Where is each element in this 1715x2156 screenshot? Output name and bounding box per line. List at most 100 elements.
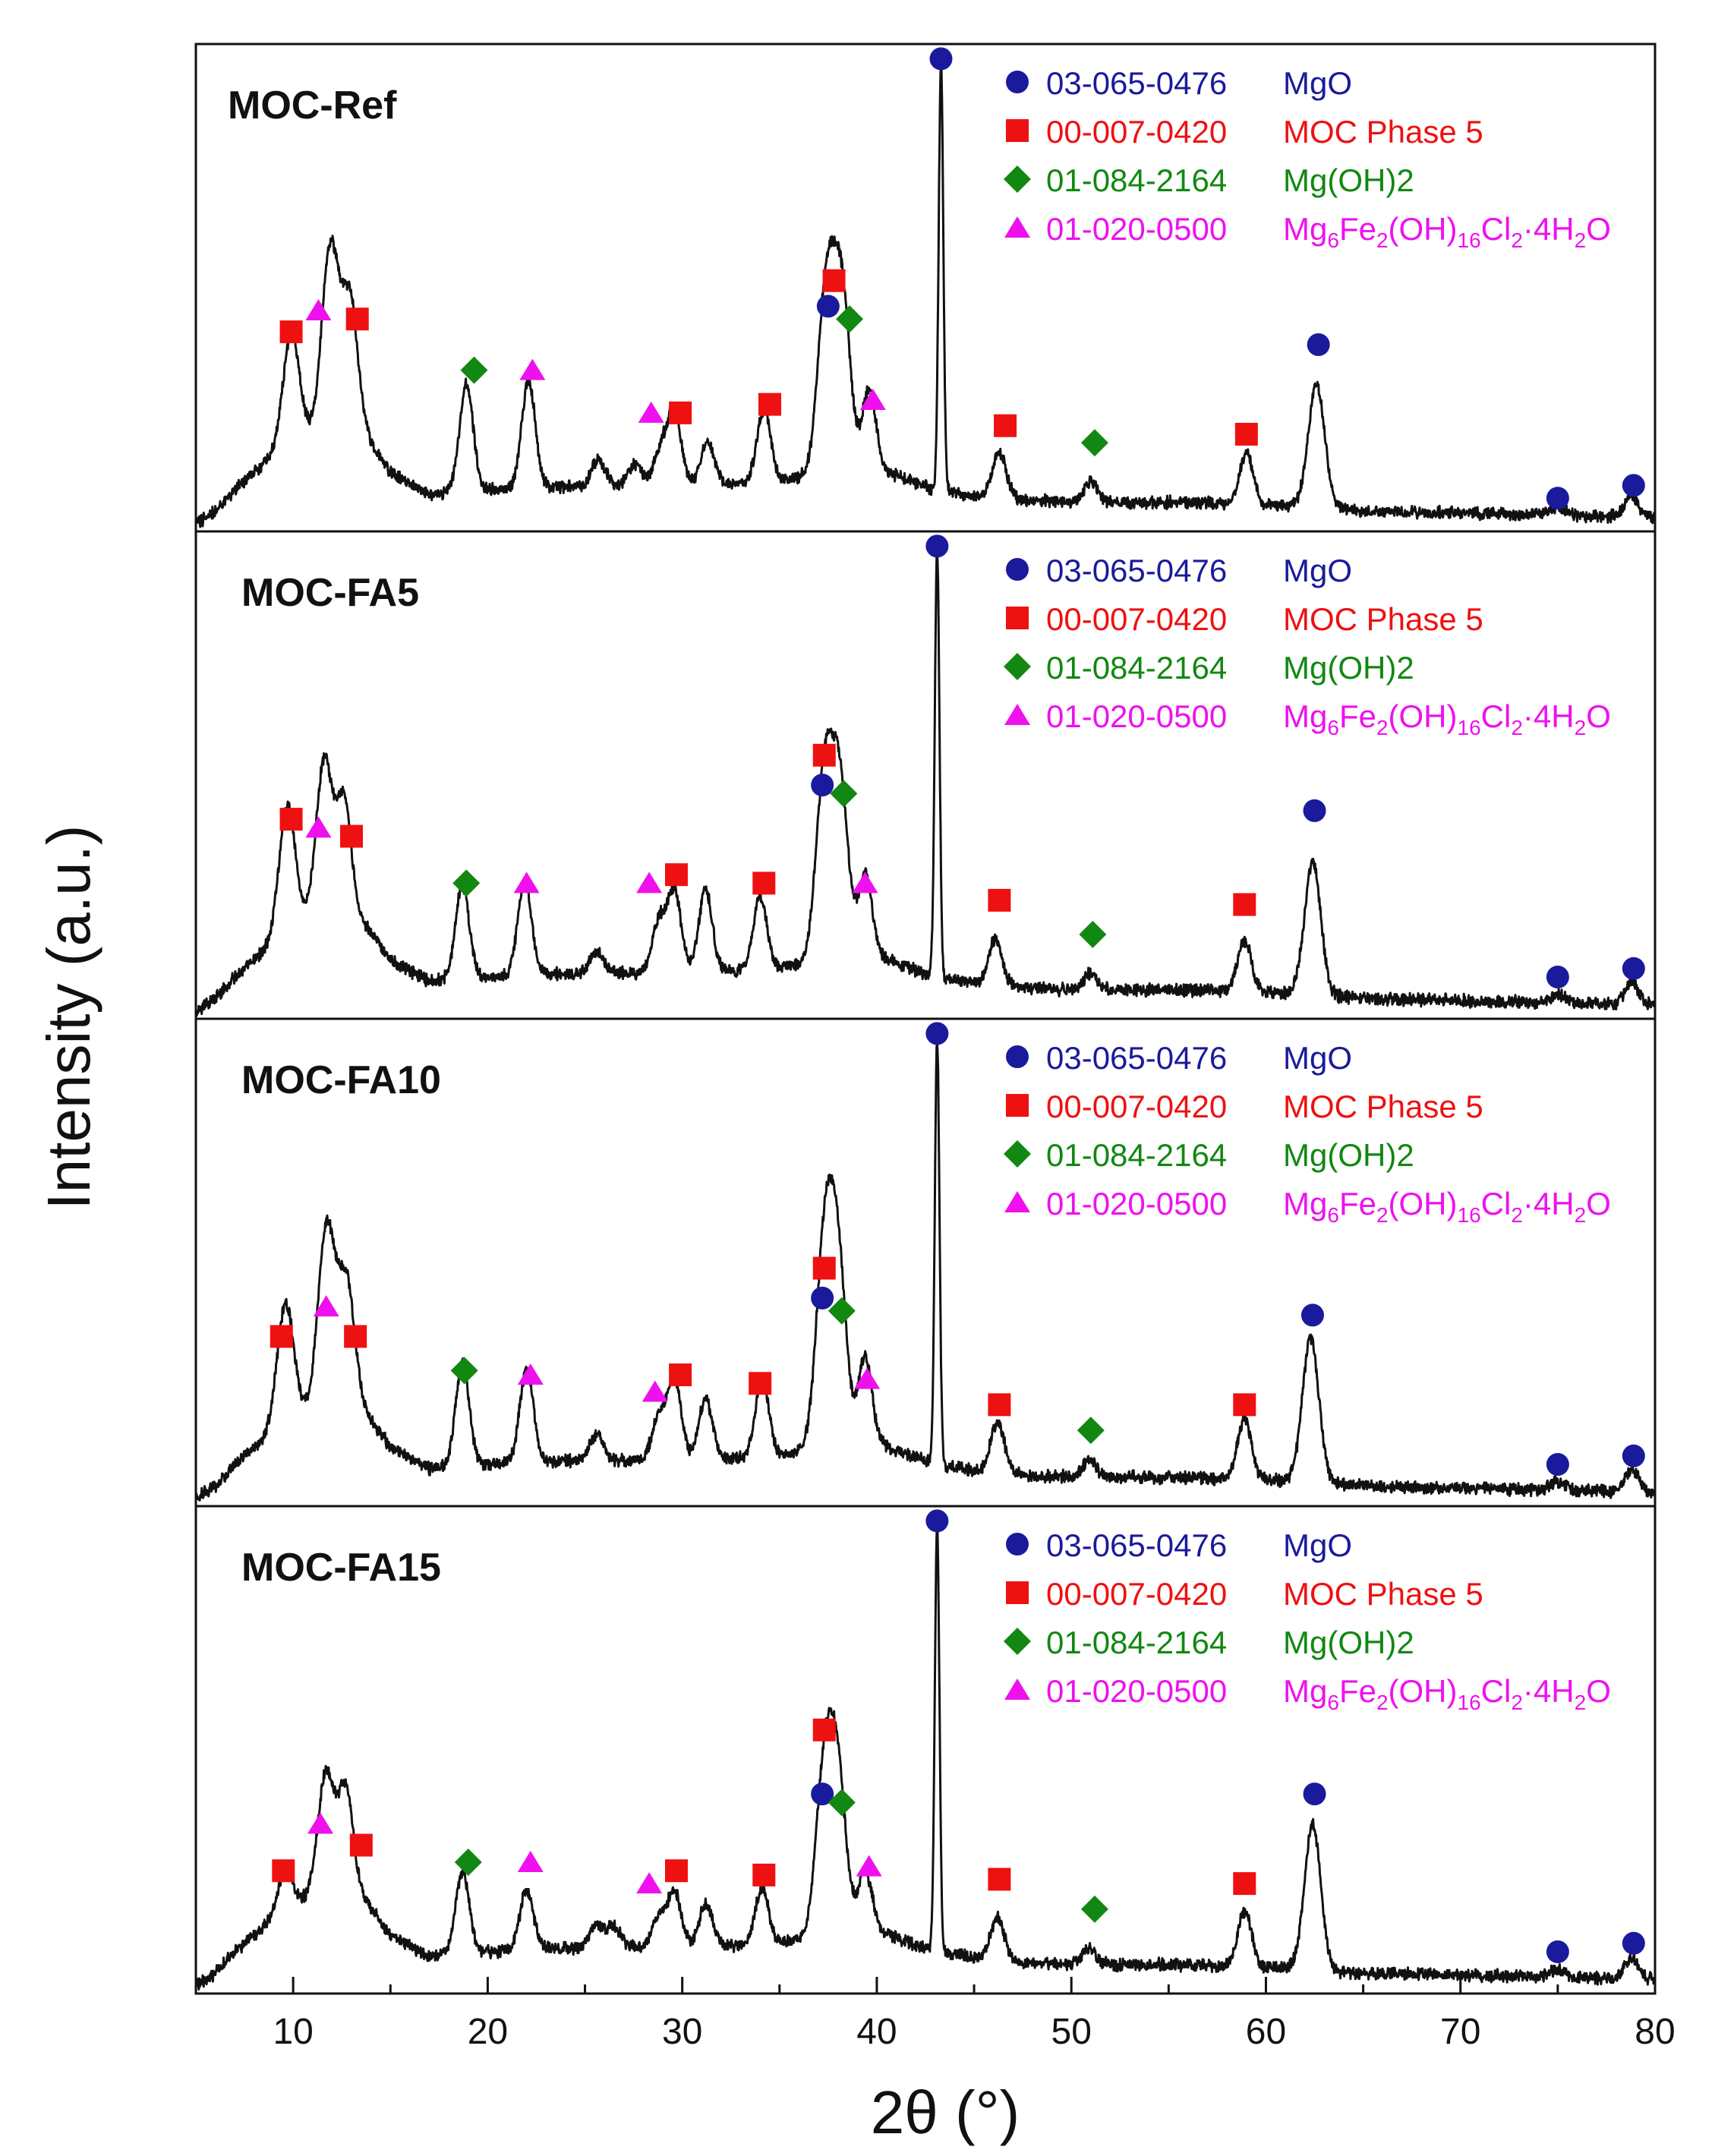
phase-marker-mgo — [1546, 1940, 1569, 1964]
phase-marker-p5 — [988, 1868, 1011, 1891]
formula-part: Fe — [1339, 1673, 1376, 1709]
legend-name: Mg6Fe2(OH)16Cl2·4H2O — [1283, 1673, 1611, 1714]
formula-part: Mg — [1283, 1673, 1327, 1709]
legend-marker-mh — [1004, 653, 1031, 680]
phase-marker-mh — [454, 1849, 482, 1877]
legend-name: Mg(OH)2 — [1283, 650, 1414, 686]
formula-part: Mg — [1283, 698, 1327, 734]
phase-marker-p5 — [1234, 422, 1258, 446]
formula-part: O — [1586, 698, 1611, 734]
y-axis-title: Intensity (a.u.) — [35, 825, 102, 1210]
legend-name: MOC Phase 5 — [1283, 114, 1483, 150]
phase-marker-p5 — [664, 863, 688, 887]
legend-name: Mg6Fe2(OH)16Cl2·4H2O — [1283, 211, 1611, 252]
phase-marker-mh — [836, 305, 864, 333]
formula-part: Mg — [1283, 211, 1327, 247]
phase-marker-p5 — [752, 872, 776, 895]
formula-part: Mg — [1283, 1186, 1327, 1221]
phase-marker-mh — [1079, 920, 1107, 948]
phase-marker-mgo — [925, 534, 949, 558]
xrd-trace — [194, 1525, 1657, 1991]
x-axis-title: 2θ (°) — [871, 2079, 1020, 2146]
phase-marker-mf — [305, 816, 332, 838]
legend-marker-mgo — [1006, 1045, 1029, 1068]
x-tick-label: 50 — [1051, 2012, 1092, 2052]
phase-marker-mgo — [811, 774, 834, 797]
phase-marker-mgo — [811, 1782, 834, 1806]
legend-marker-p5 — [1006, 1094, 1029, 1117]
x-tick-label: 10 — [273, 2012, 313, 2052]
phase-marker-mf — [519, 358, 546, 380]
panel-label: MOC-FA5 — [241, 571, 419, 615]
formula-part: O — [1586, 211, 1611, 247]
legend-name: MOC Phase 5 — [1283, 1576, 1483, 1612]
legend-name: MOC Phase 5 — [1283, 601, 1483, 637]
legend-code: 00-007-0420 — [1046, 114, 1227, 150]
x-tick-label: 60 — [1246, 2012, 1286, 2052]
formula-subscript: 2 — [1376, 1203, 1389, 1227]
phase-marker-p5 — [340, 824, 364, 848]
legend-code: 01-084-2164 — [1046, 1137, 1227, 1173]
formula-part: Cl — [1481, 211, 1512, 247]
formula-subscript: 2 — [1575, 1691, 1587, 1714]
phase-marker-mgo — [816, 295, 840, 318]
legend-marker-mf — [1004, 1678, 1030, 1700]
legend-code: 03-065-0476 — [1046, 1527, 1227, 1563]
legend-code: 03-065-0476 — [1046, 553, 1227, 588]
formula-part: Fe — [1339, 698, 1376, 734]
xrd-trace — [194, 1040, 1656, 1502]
formula-subscript: 2 — [1376, 1691, 1389, 1714]
phase-marker-p5 — [988, 1393, 1011, 1417]
phase-marker-mgo — [925, 1022, 949, 1045]
formula-part: Cl — [1481, 698, 1512, 734]
phase-marker-mh — [828, 1789, 856, 1817]
formula-part: ·4H — [1523, 1186, 1575, 1221]
phase-marker-mf — [636, 1872, 663, 1894]
phase-marker-p5 — [270, 1325, 293, 1348]
legend-marker-mf — [1004, 1191, 1030, 1212]
legend-code: 01-020-0500 — [1046, 1673, 1227, 1709]
phase-marker-p5 — [1233, 893, 1256, 916]
phase-marker-mh — [450, 1357, 478, 1385]
formula-subscript: 2 — [1376, 716, 1389, 739]
phase-marker-p5 — [344, 1325, 367, 1348]
phase-marker-mh — [1080, 1895, 1108, 1923]
x-tick-label: 70 — [1440, 2012, 1480, 2052]
formula-subscript: 6 — [1327, 229, 1339, 252]
phase-marker-mgo — [1300, 1303, 1324, 1327]
legend-name: MgO — [1283, 65, 1352, 101]
phase-marker-mh — [830, 780, 858, 808]
legend-code: 00-007-0420 — [1046, 1089, 1227, 1124]
legend-marker-mh — [1004, 1628, 1031, 1655]
formula-part: ·4H — [1523, 211, 1575, 247]
legend-name: MgO — [1283, 553, 1352, 588]
phase-marker-p5 — [279, 808, 303, 831]
x-tick-label: 20 — [468, 2012, 508, 2052]
phase-marker-mh — [828, 1297, 856, 1325]
legend-code: 00-007-0420 — [1046, 1576, 1227, 1612]
formula-subscript: 2 — [1511, 716, 1523, 739]
phase-marker-mf — [307, 1812, 334, 1834]
legend-marker-p5 — [1006, 119, 1029, 142]
phase-marker-mf — [642, 1380, 668, 1402]
phase-marker-mgo — [1303, 1782, 1326, 1806]
phase-marker-mgo — [1622, 957, 1645, 980]
formula-subscript: 2 — [1511, 229, 1523, 252]
phase-marker-mgo — [925, 1509, 949, 1533]
legend-name: MgO — [1283, 1040, 1352, 1076]
phase-marker-mf — [513, 872, 540, 894]
phase-marker-mh — [460, 356, 488, 384]
phase-marker-p5 — [988, 888, 1011, 912]
phase-marker-mgo — [1303, 799, 1326, 822]
phase-marker-p5 — [279, 320, 303, 344]
phase-marker-mgo — [811, 1286, 834, 1310]
formula-part: ·4H — [1523, 1673, 1575, 1709]
formula-subscript: 16 — [1458, 1203, 1481, 1227]
